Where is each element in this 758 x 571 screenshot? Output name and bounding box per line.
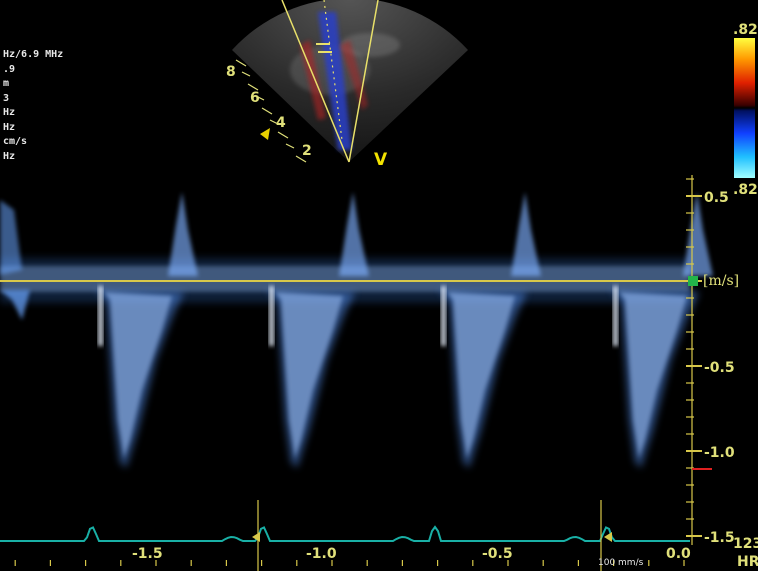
sector-marker: V <box>374 150 388 170</box>
cycle-marker-arrow <box>252 532 260 542</box>
doppler-waveform <box>619 292 687 458</box>
depth-label: 2 <box>302 143 312 159</box>
doppler-waveform <box>447 292 515 458</box>
heart-rate-value: 123 <box>733 536 758 552</box>
time-tick-label: -1.5 <box>132 546 163 562</box>
doppler-waveform <box>0 290 30 320</box>
velocity-tick-label: 0.5 <box>704 190 729 206</box>
sector-left-edge <box>281 0 350 163</box>
color-velocity-scale <box>734 38 755 178</box>
doppler-waveform <box>339 192 369 276</box>
ecg-trace <box>0 525 690 542</box>
param-line: Hz/6.9 MHz <box>3 49 64 60</box>
depth-label: 4 <box>276 115 286 131</box>
depth-scale <box>235 59 307 163</box>
param-line: Hz <box>3 107 16 118</box>
velocity-unit: [m/s] <box>703 273 740 289</box>
time-tick-label: -1.0 <box>306 546 337 562</box>
doppler-spike <box>269 286 274 346</box>
doppler-spike <box>613 286 618 346</box>
param-line: m <box>3 78 10 89</box>
param-line: Hz <box>3 150 16 162</box>
color-flow-blue <box>318 12 352 150</box>
color-scale-min: .82 <box>733 182 758 198</box>
focus-marker <box>260 128 270 140</box>
heart-rate-unit: HR <box>737 554 758 570</box>
sector-image <box>232 0 468 163</box>
param-line: cm/s <box>3 136 28 147</box>
doppler-spectrum <box>0 192 713 468</box>
doppler-waveform <box>275 292 343 458</box>
time-axis <box>14 560 685 566</box>
doppler-waveform <box>0 200 22 275</box>
param-line: Hz <box>3 121 16 133</box>
baseline-marker[interactable] <box>688 276 698 286</box>
doppler-spike <box>98 286 103 346</box>
velocity-tick-label: -0.5 <box>704 360 735 376</box>
doppler-spike <box>441 286 446 346</box>
velocity-tick-label: -1.5 <box>704 530 735 546</box>
cycle-marker-arrow <box>604 532 612 542</box>
sector-right-edge <box>348 0 379 163</box>
sweep-speed: 100 mm/s <box>598 558 644 568</box>
color-scale-max: .82 <box>733 22 758 38</box>
depth-label: 6 <box>250 90 260 106</box>
doppler-waveform <box>104 292 172 458</box>
depth-label: 8 <box>226 64 236 80</box>
param-line: .9 <box>3 63 16 75</box>
param-line: 3 <box>3 92 10 104</box>
time-tick-label: 0.0 <box>666 546 691 562</box>
acquisition-parameters: Hz/6.9 MHz .9 m 3 Hz Hz cm/s Hz <box>3 48 63 164</box>
time-tick-label: -0.5 <box>482 546 513 562</box>
doppler-waveform <box>683 192 713 276</box>
velocity-tick-label: -1.0 <box>704 445 735 461</box>
doppler-waveform <box>168 192 198 276</box>
doppler-waveform <box>511 192 541 276</box>
